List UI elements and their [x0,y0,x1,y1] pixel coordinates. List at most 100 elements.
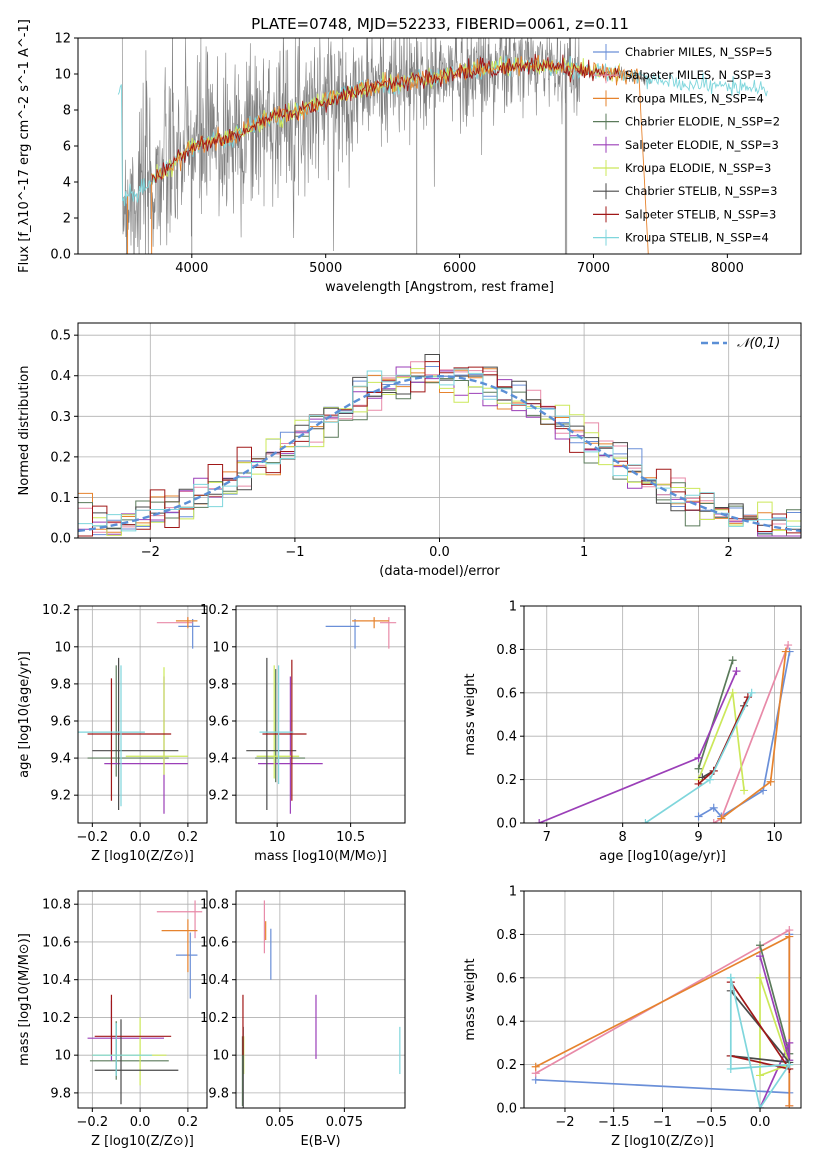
y-tick-label: 10 [54,68,71,83]
y-tick-label: 10.8 [42,898,71,913]
x-tick-label: 7000 [577,261,610,276]
x-tick-label: 5000 [309,261,342,276]
x-tick-label: −1.5 [598,1115,630,1130]
weight-point-kroupa_stelib [785,1060,794,1069]
weight-point-salpeter_miles [709,819,718,823]
y-tick-label: 0.6 [496,971,517,986]
x-tick-label: 0.2 [178,830,199,845]
y-tick-label: 0.3 [50,410,71,425]
y-tick-label: 9.2 [50,789,71,804]
weight-point-salpeter_elodie [756,952,765,961]
legend-entry: Chabrier ELODIE, N_SSP=2 [625,115,780,129]
x-tick-label: 0.075 [326,1115,363,1130]
weight-point-kroupa_elodie [756,1071,765,1080]
y-tick-label: 4 [63,176,71,191]
x-axis-label: E(B-V) [300,1134,340,1149]
legend-entry: Salpeter ELODIE, N_SSP=3 [625,138,779,152]
weight-point-kroupa_miles [785,932,794,941]
y-tick-label: 0.2 [496,1058,517,1073]
weight-point-kroupa_elodie [756,973,765,982]
y-tick-label: 0.0 [50,248,71,263]
axes-frame [235,890,406,1109]
axes-frame [77,890,208,1109]
axes-frame [77,605,208,824]
weight-point-kroupa_miles [785,1101,794,1108]
panel-weight_vs_age: 7 8 9 10 0.0 0.2 0.4 0.6 0.8 1 age [log10(age/yr)]… [463,600,802,864]
weight-point-kroupa_stelib [726,1064,735,1073]
y-tick-label: 9.6 [50,714,71,729]
x-tick-label: −0.2 [77,830,109,845]
weight-point-salpeter_miles [784,641,793,650]
y-tick-label: 9.8 [50,677,71,692]
weight-point-salpeter_elodie [694,753,703,762]
panel-age_vs_mass: 10 10.5 9.2 9.4 9.6 9.8 10 10.2 mass [log10(M/M⊙… [200,603,406,864]
weight-point-kroupa_stelib [756,1104,765,1108]
panel-age_vs_Z: −0.2 0.0 0.2 9.2 9.4 9.6 9.8 10 10.2 Z [log10(Z/Z… [17,603,208,864]
x-tick-label: 9 [694,830,702,845]
weight-point-chabrier_elodie [694,764,703,773]
x-axis-label: age [log10(age/yr)] [599,849,726,864]
y-tick-label: 9.8 [208,677,229,692]
x-tick-label: −0.5 [695,1115,727,1130]
y-tick-label: 10 [54,640,71,655]
x-tick-label: 1 [580,545,588,560]
plot-area [87,900,203,1105]
x-tick-label: 4000 [175,261,208,276]
plot-area [535,641,794,823]
y-tick-label: 9.8 [50,1086,71,1101]
y-tick-label: 9.4 [208,752,229,767]
x-tick-label: 7 [543,830,551,845]
axes-frame [235,605,406,824]
weight-point-salpeter_elodie [535,819,544,823]
y-tick-label: 0.0 [496,1102,517,1117]
y-axis-label: Normed distribution [17,366,32,496]
x-tick-label: 0.0 [429,545,450,560]
weight-line-chabrier_elodie [759,945,791,1055]
axes-frame [523,605,802,824]
y-tick-label: 10 [212,640,229,655]
y-tick-label: 10.2 [200,603,229,618]
weight-point-chabrier_elodie [756,941,765,950]
y-tick-label: 1 [509,885,517,900]
weight-point-kroupa_elodie [728,688,737,697]
y-tick-label: 0.0 [50,532,71,547]
y-tick-label: 0.0 [496,817,517,832]
weight-point-chabrier_miles [709,803,718,812]
y-tick-label: 1 [509,600,517,615]
plot-area [241,900,401,1108]
x-axis-label: Z [log10(Z/Z⊙)] [611,1134,714,1149]
x-tick-label: −0.2 [77,1115,109,1130]
panel-mass_vs_EBV: 0.05 0.075 9.8 10 10.2 10.4 10.6 10.8 E(B-V) [200,890,406,1149]
y-tick-label: 0.4 [496,1015,517,1030]
panel-mass_vs_Z: −0.2 0.0 0.2 9.8 10 10.2 10.4 10.6 10.8 Z [log10(… [17,890,208,1149]
x-tick-label: 0.0 [130,830,151,845]
y-axis-label: mass [log10(M/M⊙)] [17,933,32,1066]
y-tick-label: 10.4 [42,973,71,988]
panel-weight_vs_Z: −2 −1.5 −1 −0.5 0.0 0.0 0.2 0.4 0.6 0.8 1 Z [log10(… [463,885,802,1149]
weight-point-kroupa_elodie [740,786,749,795]
y-tick-label: 9.8 [208,1086,229,1101]
x-tick-label: −1 [285,545,304,560]
x-tick-label: −2 [141,545,160,560]
y-tick-label: 2 [63,212,71,227]
y-axis-label: mass weight [463,673,478,755]
weight-line-salpeter_elodie [538,670,738,823]
x-tick-label: 0.2 [178,1115,199,1130]
y-tick-label: 10 [54,1049,71,1064]
weight-point-chabrier_elodie [728,656,737,665]
plot-area [78,617,200,814]
y-tick-label: 10.4 [200,973,229,988]
y-axis-label: mass weight [463,958,478,1040]
normal-curve [78,374,801,533]
x-tick-label: 8 [619,830,627,845]
y-axis-label: Flux [f_λ10^-17 erg cm^-2 s^-1 A^-1] [17,19,32,273]
plot-area [531,926,794,1108]
weight-point-kroupa_stelib [705,775,714,784]
legend-entry: Salpeter MILES, N_SSP=3 [625,68,771,82]
y-tick-label: 10.2 [42,603,71,618]
x-tick-label: 10.5 [336,830,365,845]
y-tick-label: 0.6 [496,686,517,701]
y-tick-label: 9.4 [50,752,71,767]
y-tick-label: 10.2 [200,1011,229,1026]
x-tick-label: −1 [653,1115,672,1130]
